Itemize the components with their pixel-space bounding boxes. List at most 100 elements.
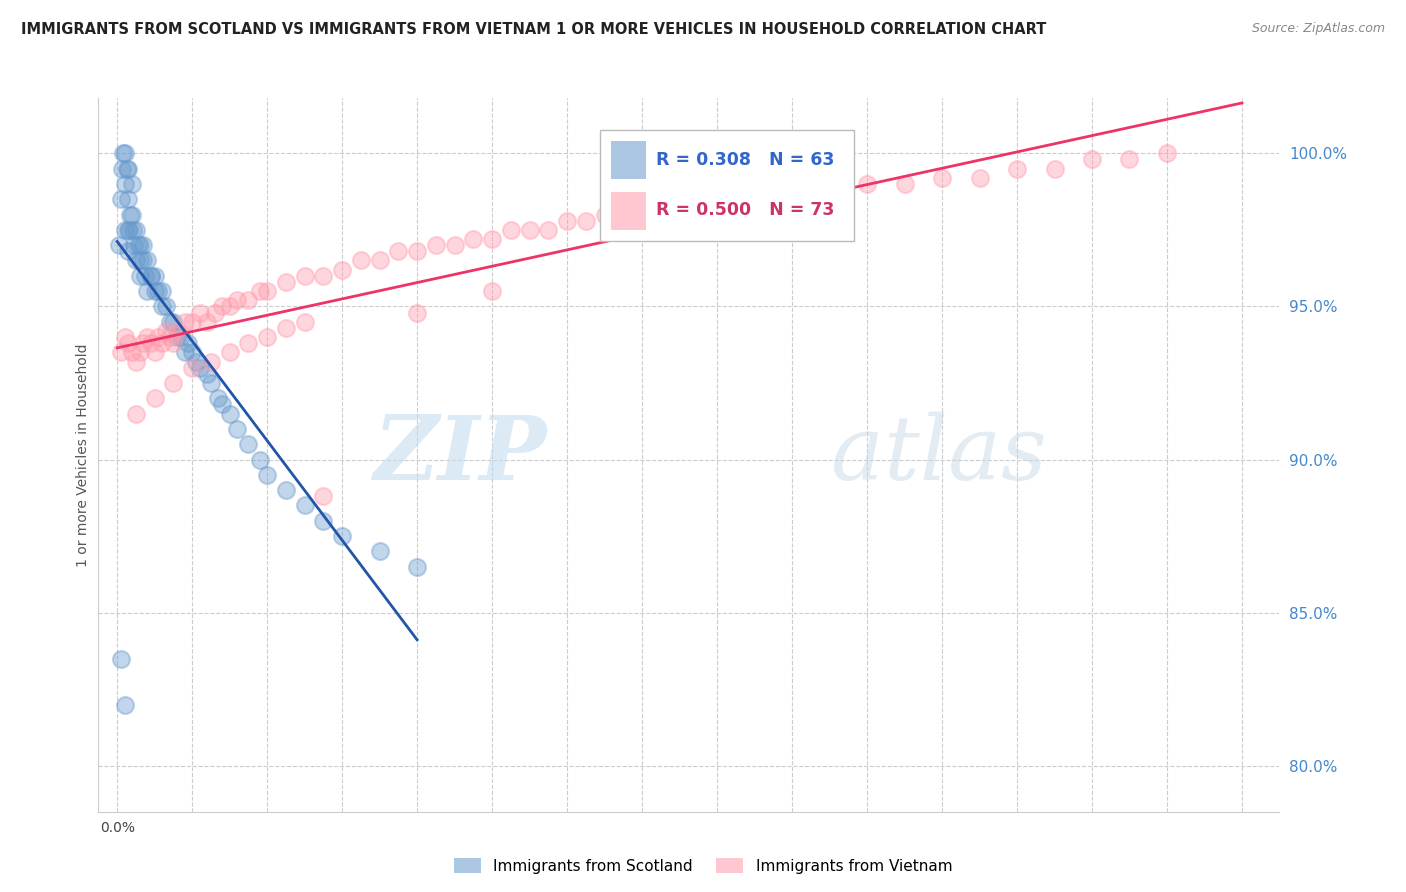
Point [148,330,170,344]
Point [1156,146,1178,161]
Point [173,345,195,359]
Legend: Immigrants from Scotland, Immigrants from Vietnam: Immigrants from Scotland, Immigrants fro… [447,852,959,880]
Point [166,330,188,344]
Point [121,177,143,191]
Text: Source: ZipAtlas.com: Source: ZipAtlas.com [1251,22,1385,36]
Point [211,299,233,313]
Point [425,238,447,252]
Point [134,268,156,283]
Point [537,223,560,237]
Point [143,345,166,359]
Point [1118,153,1140,167]
Point [150,299,173,313]
Point [256,330,278,344]
Point [110,345,132,359]
Point [122,238,145,252]
Point [173,315,195,329]
Point [162,376,184,390]
Point [110,192,132,206]
Point [155,324,177,338]
Point [893,177,915,191]
Point [294,315,316,329]
Point [188,305,211,319]
Point [706,192,728,206]
Point [744,192,766,206]
Point [128,238,150,252]
Point [218,345,240,359]
Point [249,284,271,298]
Point [519,223,541,237]
Point [129,268,152,283]
Point [226,422,249,436]
Point [387,244,409,259]
Point [294,499,316,513]
Point [312,489,335,503]
Point [668,202,690,216]
Point [218,299,240,313]
Point [575,213,598,227]
Point [368,253,391,268]
Point [1081,153,1104,167]
Point [125,253,148,268]
Point [406,244,429,259]
Point [111,161,134,176]
Point [117,192,139,206]
Point [211,397,233,411]
Point [114,698,136,712]
Point [406,559,429,574]
Point [139,268,162,283]
Point [114,330,136,344]
Point [350,253,373,268]
Point [312,268,335,283]
Point [631,202,654,216]
Point [162,315,184,329]
Point [110,651,132,665]
Point [406,305,429,319]
Point [159,330,181,344]
Point [150,336,173,351]
Point [114,146,136,161]
Point [931,170,953,185]
Point [128,345,150,359]
Text: atlas: atlas [831,411,1046,499]
Point [162,336,184,351]
Point [593,207,616,221]
Point [114,177,136,191]
Point [188,360,211,375]
Text: IMMIGRANTS FROM SCOTLAND VS IMMIGRANTS FROM VIETNAM 1 OR MORE VEHICLES IN HOUSEH: IMMIGRANTS FROM SCOTLAND VS IMMIGRANTS F… [21,22,1046,37]
Point [249,452,271,467]
Point [200,376,222,390]
Point [114,223,136,237]
Point [218,407,240,421]
Point [115,161,138,176]
Point [274,483,297,497]
Point [1005,161,1028,176]
Point [170,330,193,344]
Point [204,305,226,319]
Point [481,284,503,298]
Point [181,315,204,329]
Point [238,293,260,308]
Point [117,223,139,237]
Point [136,284,159,298]
Point [143,268,166,283]
Point [108,238,131,252]
Point [139,268,162,283]
Point [195,367,218,381]
Point [463,232,485,246]
Point [125,223,148,237]
Point [184,354,207,368]
Point [121,345,143,359]
Point [117,336,139,351]
Point [127,238,149,252]
Point [181,360,204,375]
Point [226,293,249,308]
Point [856,177,879,191]
Point [117,244,139,259]
Point [143,391,166,405]
Point [499,223,522,237]
Point [136,330,159,344]
Point [132,336,155,351]
Point [294,268,316,283]
Point [969,170,991,185]
